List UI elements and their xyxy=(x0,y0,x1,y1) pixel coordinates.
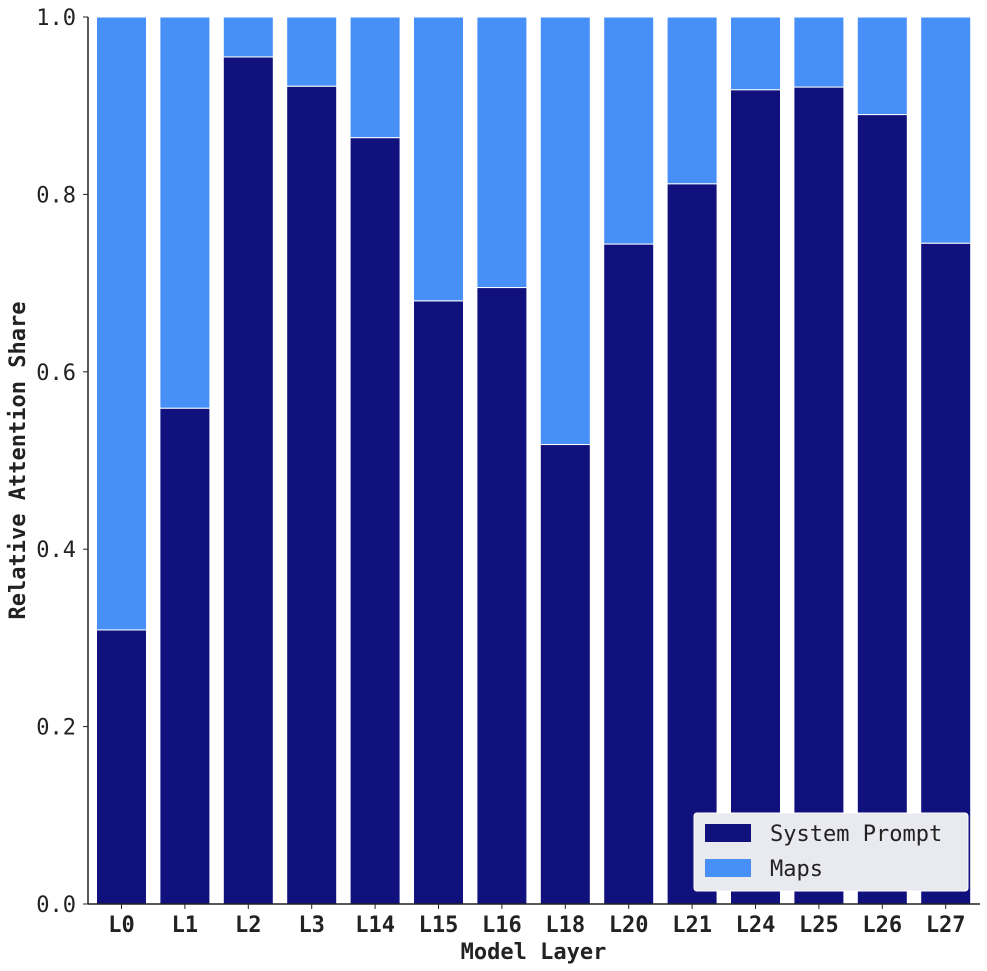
legend: System Prompt Maps xyxy=(693,812,969,892)
bar-system-prompt-l25 xyxy=(793,86,845,905)
bar-system-prompt-l2 xyxy=(222,56,274,905)
bar-maps-l24 xyxy=(730,16,781,91)
y-tick-label: 0.8 xyxy=(36,183,76,208)
bar-maps-l15 xyxy=(413,16,464,302)
x-tick-label: L21 xyxy=(672,913,712,938)
bar-maps-l1 xyxy=(159,16,211,409)
y-axis-label: Relative Attention Share xyxy=(6,302,31,620)
bar-maps-l20 xyxy=(603,16,655,245)
bar-maps-l18 xyxy=(539,16,591,446)
bar-system-prompt-l24 xyxy=(730,89,781,905)
ticks-layer: L0 L1 L2 L3 L14 L15 L16 L18 L20 L21 L24 L25 L26 L27 0.… xyxy=(36,6,965,938)
x-tick-label: L24 xyxy=(736,913,776,938)
x-tick-label: L16 xyxy=(482,913,522,938)
bar-maps-l3 xyxy=(286,16,338,87)
x-axis-label: Model Layer xyxy=(461,940,607,965)
x-tick-label: L2 xyxy=(235,913,262,938)
bar-maps-l2 xyxy=(222,16,274,58)
bar-system-prompt-l21 xyxy=(666,183,718,905)
bar-maps-l14 xyxy=(349,16,401,139)
bar-maps-l27 xyxy=(920,16,972,244)
x-tick-label: L25 xyxy=(799,913,839,938)
y-tick-label: 0.0 xyxy=(36,893,76,918)
bar-maps-l26 xyxy=(856,16,908,116)
x-tick-label: L1 xyxy=(172,913,199,938)
legend-swatch-system-prompt xyxy=(705,824,751,842)
axes-layer xyxy=(87,17,980,905)
y-tick-label: 0.4 xyxy=(36,538,76,563)
bar-system-prompt-l20 xyxy=(603,243,655,905)
x-tick-label: L3 xyxy=(298,913,325,938)
x-tick-label: L20 xyxy=(609,913,649,938)
bar-system-prompt-l3 xyxy=(286,85,338,905)
y-tick-label: 1.0 xyxy=(36,6,76,31)
bar-system-prompt-l27 xyxy=(920,242,972,905)
bar-maps-l16 xyxy=(476,16,528,289)
legend-box xyxy=(693,812,969,892)
bar-system-prompt-l0 xyxy=(96,629,147,905)
bar-system-prompt-l15 xyxy=(413,300,464,905)
bar-system-prompt-l16 xyxy=(476,287,528,905)
x-tick-label: L14 xyxy=(355,913,395,938)
legend-label-maps: Maps xyxy=(770,857,823,882)
bar-maps-l21 xyxy=(666,16,718,185)
x-tick-label: L26 xyxy=(862,913,902,938)
y-tick-label: 0.6 xyxy=(36,361,76,386)
bar-system-prompt-l26 xyxy=(856,114,908,905)
x-tick-label: L0 xyxy=(108,913,135,938)
legend-swatch-maps xyxy=(705,859,751,877)
y-tick-label: 0.2 xyxy=(36,716,76,741)
bar-system-prompt-l14 xyxy=(349,137,401,905)
x-tick-label: L15 xyxy=(419,913,459,938)
bar-system-prompt-l1 xyxy=(159,407,211,905)
bar-system-prompt-l18 xyxy=(539,444,591,905)
bar-maps-l0 xyxy=(96,16,147,631)
legend-label-system-prompt: System Prompt xyxy=(770,822,942,847)
x-tick-label: L27 xyxy=(926,913,966,938)
x-tick-label: L18 xyxy=(545,913,585,938)
bars-layer xyxy=(96,16,972,905)
bar-maps-l25 xyxy=(793,16,845,88)
